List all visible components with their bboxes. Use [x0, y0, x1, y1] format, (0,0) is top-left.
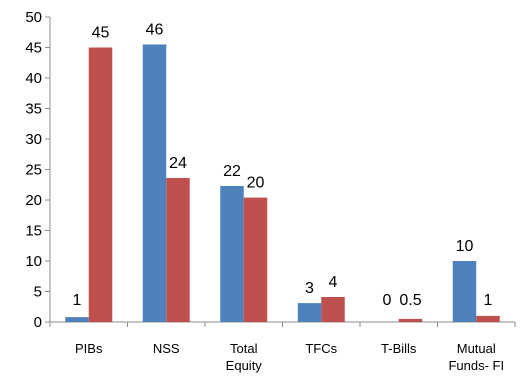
- y-tick-label: 40: [25, 70, 42, 87]
- x-category-label: Mutual: [457, 341, 496, 356]
- y-tick-label: 20: [25, 192, 42, 209]
- bar: [297, 303, 322, 322]
- data-label: 24: [169, 155, 187, 172]
- y-tick-label: 0: [34, 314, 42, 331]
- x-category-label: Equity: [226, 358, 263, 373]
- data-label: 3: [305, 280, 314, 297]
- data-label: 20: [247, 175, 265, 192]
- x-category-label: NSS: [153, 341, 180, 356]
- data-label: 10: [456, 238, 474, 255]
- data-label: 1: [484, 292, 493, 309]
- data-label: 0: [383, 292, 392, 309]
- x-category-label: TFCs: [305, 341, 337, 356]
- data-label: 46: [146, 21, 164, 38]
- bar: [166, 178, 190, 322]
- y-tick-label: 25: [25, 162, 42, 179]
- y-tick-label: 10: [25, 253, 42, 270]
- bar: [65, 317, 89, 322]
- x-category-label: Funds- FI: [448, 358, 504, 373]
- bar: [243, 197, 268, 322]
- data-label: 45: [92, 25, 110, 42]
- y-tick-label: 30: [25, 131, 42, 148]
- bar: [142, 44, 167, 322]
- data-label: 0.5: [399, 292, 421, 309]
- y-tick-label: 5: [34, 284, 42, 301]
- bar: [321, 296, 345, 322]
- bar: [398, 318, 423, 322]
- bar: [476, 315, 500, 322]
- y-tick-label: 15: [25, 223, 42, 240]
- bar: [88, 47, 113, 322]
- data-label: 22: [223, 163, 241, 180]
- x-category-label: T-Bills: [381, 341, 417, 356]
- bar: [452, 261, 477, 322]
- data-label: 1: [73, 292, 82, 309]
- data-label: 4: [329, 274, 338, 291]
- y-tick-label: 35: [25, 101, 42, 118]
- bar: [220, 185, 244, 322]
- x-category-label: PIBs: [75, 341, 103, 356]
- x-category-label: Total: [230, 341, 258, 356]
- y-tick-label: 50: [25, 9, 42, 26]
- y-tick-label: 45: [25, 40, 42, 57]
